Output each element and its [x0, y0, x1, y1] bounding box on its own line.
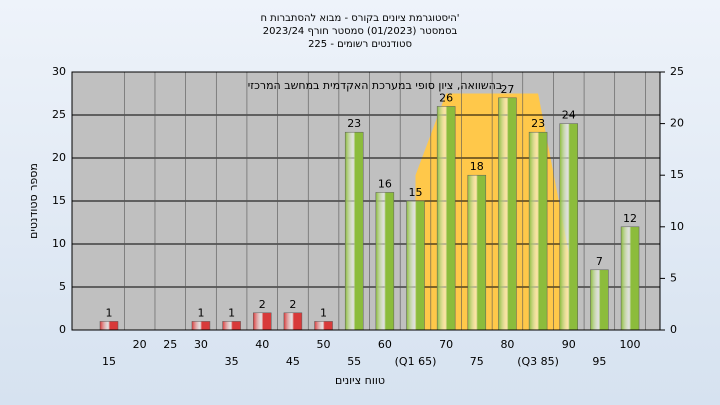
bar	[559, 123, 578, 331]
y-tick-label: 25	[52, 108, 66, 121]
bar	[99, 321, 119, 331]
annotation: בהשוואה, ציון סופי במערכת האקדמית במחשב …	[248, 79, 502, 92]
y2-tick-label: 10	[670, 220, 684, 233]
data-label: 1	[106, 306, 113, 319]
data-label: 23	[531, 117, 545, 130]
bar	[498, 97, 517, 331]
y2-tick-label: 25	[670, 65, 684, 78]
bar	[620, 226, 640, 331]
data-label: 27	[500, 83, 514, 96]
data-label: 1	[197, 306, 204, 319]
data-label: 1	[320, 306, 327, 319]
x-tick-label: 100	[620, 338, 641, 351]
y2-tick-label: 5	[670, 271, 677, 284]
y-tick-label: 30	[52, 65, 66, 78]
x-tick-label: (Q3 85)	[517, 355, 559, 368]
x-tick-label: 35	[225, 355, 239, 368]
x-tick-label: 95	[592, 355, 606, 368]
data-label: 18	[470, 160, 484, 173]
bar	[191, 321, 211, 331]
x-tick-label: 80	[500, 338, 514, 351]
x-tick-label: 40	[255, 338, 269, 351]
bar	[528, 131, 548, 331]
y2-tick-label: 15	[670, 168, 684, 181]
data-label: 26	[439, 91, 453, 104]
y-tick-label: 20	[52, 151, 66, 164]
chart-subtitle: בסמסטר (01/2023) סמסטר חורף 2023/24	[263, 26, 458, 37]
y-tick-label: 15	[52, 194, 66, 207]
data-label: 23	[347, 117, 361, 130]
y2-tick-label: 20	[670, 117, 684, 130]
data-label: 16	[378, 177, 392, 190]
chart-title: היסטוגרמת ציונים בקורס - מבוא להסתברות ח…	[260, 13, 459, 24]
bar	[283, 312, 303, 331]
bar	[253, 312, 272, 331]
y-tick-label: 10	[52, 237, 66, 250]
y-tick-label: 5	[59, 280, 66, 293]
data-label: 15	[409, 186, 423, 199]
x-tick-label: 70	[439, 338, 453, 351]
x-tick-label: 90	[562, 338, 576, 351]
bar	[344, 131, 364, 331]
bar	[406, 200, 425, 331]
bar	[590, 269, 609, 331]
data-label: 1	[228, 306, 235, 319]
bar	[375, 192, 395, 331]
x-tick-label: 75	[470, 355, 484, 368]
data-label: 24	[562, 109, 576, 122]
data-label: 2	[289, 298, 296, 311]
x-axis-label: טווח ציונים	[335, 374, 385, 387]
x-tick-label: 15	[102, 355, 116, 368]
y-axis-label: מספר סטודנטים	[27, 163, 40, 239]
y2-tick-label: 0	[670, 323, 677, 336]
y-tick-label: 0	[59, 323, 66, 336]
x-tick-label: 25	[163, 338, 177, 351]
bar	[467, 174, 487, 331]
data-label: 12	[623, 212, 637, 225]
x-tick-label: 20	[133, 338, 147, 351]
x-tick-label: 45	[286, 355, 300, 368]
x-tick-label: (Q1 65)	[395, 355, 437, 368]
x-tick-label: 60	[378, 338, 392, 351]
bar	[436, 106, 456, 331]
x-tick-label: 50	[317, 338, 331, 351]
chart-subtitle: סטודנטים רשומים - 225	[308, 39, 412, 50]
data-label: 7	[596, 255, 603, 268]
x-tick-label: 30	[194, 338, 208, 351]
data-label: 2	[259, 298, 266, 311]
x-tick-label: 55	[347, 355, 361, 368]
bar	[222, 321, 241, 331]
plot-border	[71, 71, 661, 331]
bar	[314, 321, 333, 331]
